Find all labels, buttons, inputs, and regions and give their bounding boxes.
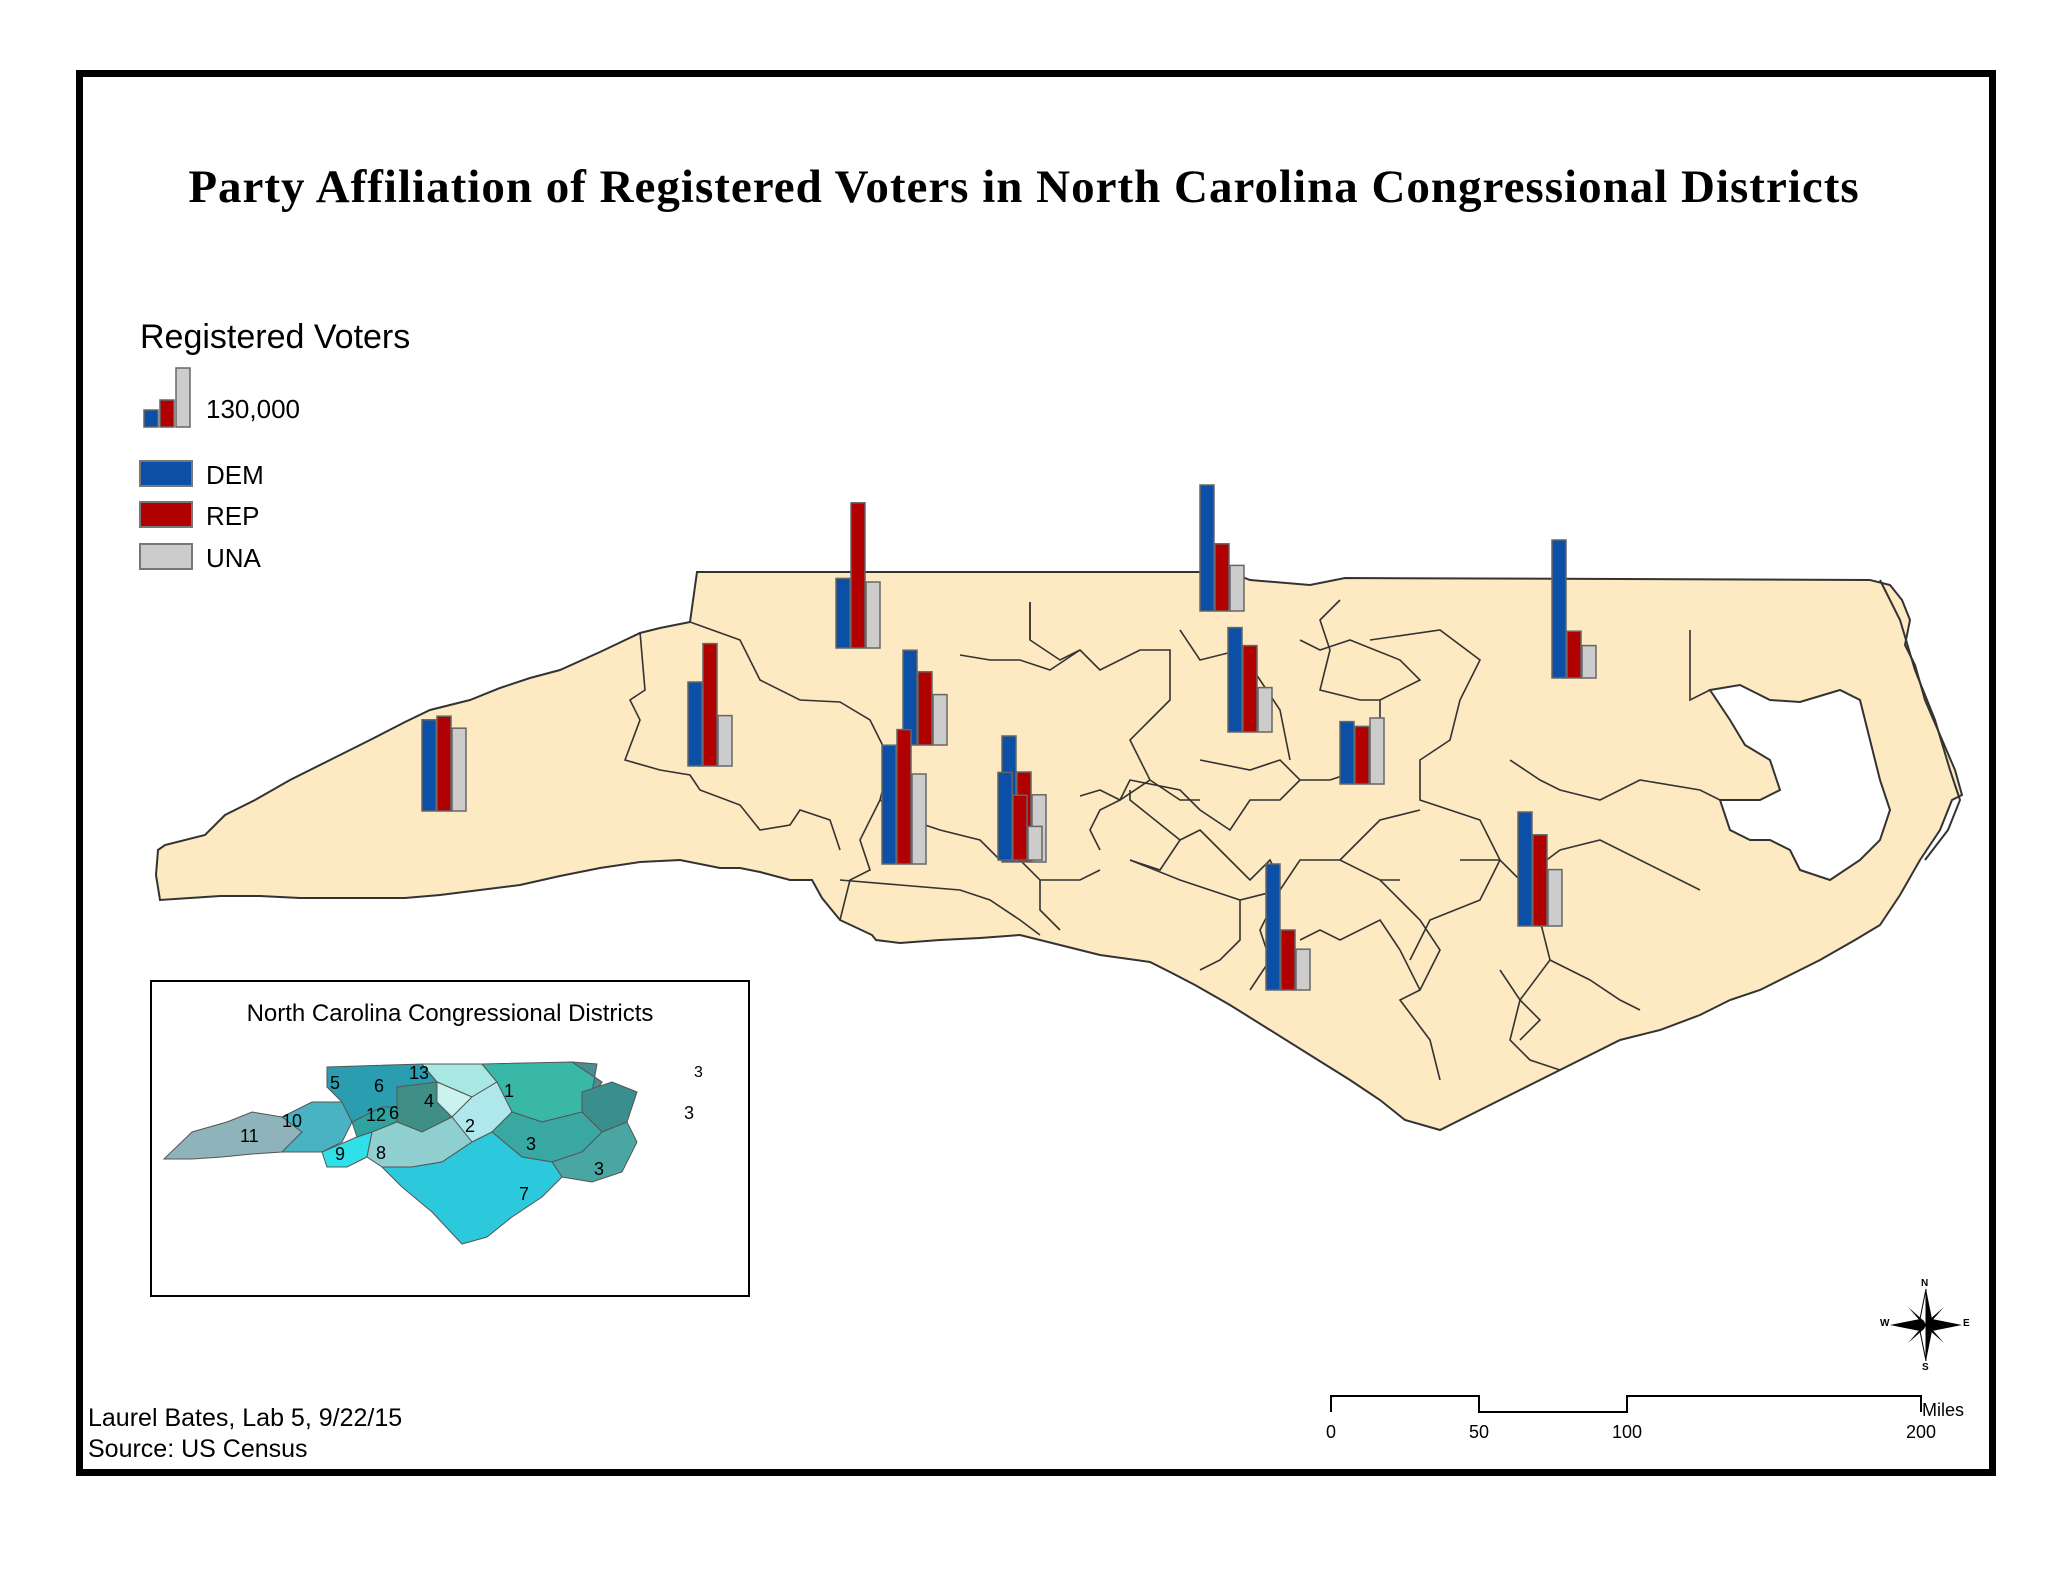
- compass-rose: [1890, 1288, 1962, 1362]
- legend-size-label: 130,000: [206, 394, 300, 424]
- legend-swatch-una: [139, 543, 193, 570]
- inset-label: 3: [526, 1134, 536, 1154]
- district-11-rep-bar: [1566, 630, 1582, 679]
- compass-east-label: E: [1963, 1318, 1970, 1329]
- district-7-rep-bar: [1280, 929, 1296, 991]
- district-13-dem-bar: [1199, 484, 1215, 612]
- inset-label: 9: [335, 1144, 345, 1164]
- district-12-rep-bar: [1532, 834, 1548, 927]
- legend-label-dem: DEM: [206, 460, 264, 490]
- inset-map-canvas: 5 6 13 4 1 3 3 12 6 2 10 11 9 8 3 3 7: [162, 1061, 703, 1245]
- scale-unit: Miles: [1922, 1400, 1965, 1420]
- district-1-una-bar: [865, 581, 881, 649]
- sound-water: [1708, 683, 1892, 882]
- district-2-rep-bar: [917, 671, 933, 746]
- inset-map: North Carolina Congressional Districts 5…: [150, 980, 750, 1297]
- district-7-dem-bar: [1265, 863, 1281, 991]
- district-10-una-bar: [1027, 825, 1043, 861]
- legend-label-rep: REP: [206, 501, 260, 531]
- inset-label: 13: [409, 1063, 429, 1083]
- district-9-una-bar: [717, 714, 733, 767]
- inset-district-10: [280, 1101, 353, 1153]
- district-charts: [421, 484, 1597, 991]
- credit-block: Laurel Bates, Lab 5, 9/22/15 Source: US …: [88, 1403, 402, 1465]
- district-5-dem-bar: [421, 719, 437, 812]
- legend-swatch-dem: [139, 460, 193, 487]
- inset-district-7: [380, 1131, 563, 1245]
- district-7-una-bar: [1295, 948, 1311, 991]
- scale-label-200: 200: [1905, 1422, 1937, 1442]
- inset-label: 3: [594, 1159, 604, 1179]
- legend-title: Registered Voters: [140, 318, 411, 356]
- scale-label-0: 0: [1325, 1422, 1337, 1442]
- legend-swatch-rep: [139, 501, 193, 528]
- district-11-una-bar: [1581, 644, 1597, 679]
- legend-size-symbol: [143, 367, 191, 428]
- district-13-rep-bar: [1214, 543, 1230, 612]
- district-12-una-bar: [1547, 868, 1563, 927]
- district-3-dem-bar: [1227, 626, 1243, 733]
- district-13-una-bar: [1229, 564, 1245, 612]
- district-1-dem-bar: [835, 577, 851, 649]
- district-3-rep-bar: [1242, 644, 1258, 733]
- scale-bar: [1330, 1395, 1922, 1413]
- district-6-una-bar: [911, 773, 927, 865]
- district-3-una-bar: [1257, 686, 1273, 733]
- district-9-rep-bar: [702, 642, 718, 767]
- inset-label: 12: [366, 1105, 386, 1125]
- inset-label: 3: [684, 1103, 694, 1123]
- district-2-una-bar: [932, 693, 948, 746]
- scale-label-100: 100: [1611, 1422, 1643, 1442]
- district-6-dem-bar: [881, 744, 897, 865]
- outer-banks: [1879, 579, 1962, 861]
- inset-label: 8: [376, 1143, 386, 1163]
- district-10-rep-bar: [1012, 794, 1028, 861]
- inset-label: 1: [504, 1081, 514, 1101]
- district-1-rep-bar: [850, 502, 866, 649]
- district-10-dem-bar: [997, 771, 1013, 861]
- district-4-dem-bar: [1339, 720, 1355, 785]
- district-5-una-bar: [451, 727, 467, 812]
- compass-south-label: S: [1922, 1362, 1929, 1373]
- inset-label: 4: [424, 1091, 434, 1111]
- district-11-dem-bar: [1551, 539, 1567, 679]
- credit-author: Laurel Bates, Lab 5, 9/22/15: [88, 1404, 403, 1432]
- inset-label: 11: [240, 1126, 259, 1146]
- inset-label: 6: [374, 1076, 384, 1096]
- scale-label-50: 50: [1468, 1422, 1490, 1442]
- map-title: Party Affiliation of Registered Voters i…: [188, 161, 1860, 213]
- inset-label: 5: [330, 1073, 340, 1093]
- inset-label: 6: [389, 1103, 399, 1123]
- district-4-rep-bar: [1354, 725, 1370, 785]
- district-12-dem-bar: [1517, 811, 1533, 927]
- inset-label: 10: [282, 1111, 302, 1131]
- credit-source: Source: US Census: [88, 1435, 308, 1463]
- inset-district-3d: [551, 1121, 638, 1183]
- legend-label-una: UNA: [206, 543, 261, 573]
- inset-label: 2: [465, 1116, 475, 1136]
- district-4-una-bar: [1369, 717, 1385, 785]
- district-9-dem-bar: [687, 681, 703, 767]
- district-6-rep-bar: [896, 728, 912, 865]
- inset-label: 3: [694, 1064, 703, 1081]
- inset-title: North Carolina Congressional Districts: [246, 1000, 654, 1027]
- district-5-rep-bar: [436, 715, 452, 812]
- compass-west-label: W: [1880, 1318, 1890, 1329]
- compass-north-label: N: [1921, 1278, 1929, 1289]
- inset-label: 7: [519, 1184, 529, 1204]
- map-frame: [76, 70, 1996, 1476]
